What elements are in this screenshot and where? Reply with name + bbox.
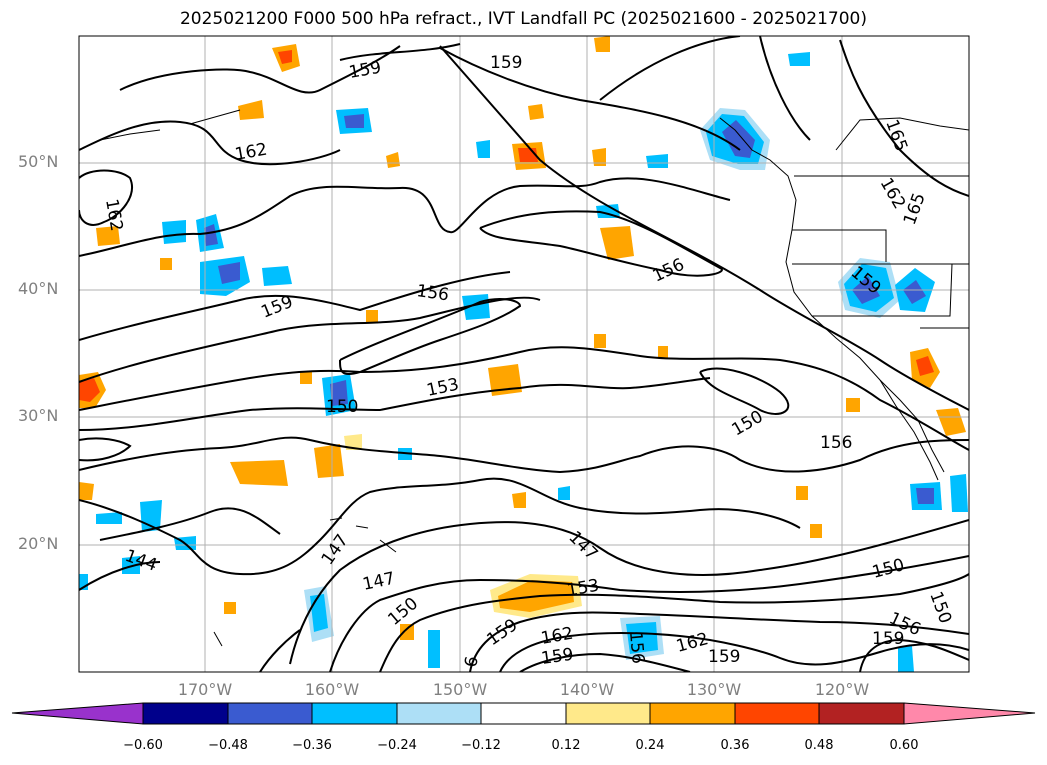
contour-label: 153 [565, 576, 600, 601]
contour-lines [79, 36, 969, 672]
lon-label: 160°W [304, 680, 360, 699]
contour-label: 150 [870, 555, 907, 583]
lat-label: 40°N [18, 279, 59, 298]
blob-baja [910, 348, 966, 436]
lon-label: 120°W [814, 680, 870, 699]
contour-label: 156 [415, 281, 450, 305]
colorbar-tick-label: 0.60 [889, 738, 919, 753]
contour-label: 150 [925, 589, 955, 626]
colorbar-bin [734, 702, 820, 725]
colorbar-tick-label: −0.60 [123, 738, 163, 753]
contour-label: 159 [483, 615, 521, 650]
map-title: 2025021200 F000 500 hPa refract., IVT La… [179, 9, 867, 29]
contour-label: 153 [425, 375, 461, 401]
coastlines [99, 109, 969, 647]
contour-label: 162 [233, 140, 268, 165]
contour-label: 156 [650, 255, 688, 287]
lat-label: 20°N [18, 534, 59, 553]
contour-label: 147 [361, 569, 397, 595]
colorbar [11, 702, 1036, 725]
lon-label: 170°W [177, 680, 233, 699]
lon-label: 140°W [559, 680, 615, 699]
contour-label: 159 [708, 647, 740, 667]
blob-west-edge [79, 372, 106, 500]
map-plot-area: 159 159 162 162 165 162 165 159 156 156 … [79, 36, 969, 672]
lon-label: 150°W [432, 680, 488, 699]
lon-label: 130°W [686, 680, 742, 699]
colorbar-bin [142, 702, 229, 725]
contour-label: 162 [674, 629, 711, 657]
colorbar-bin [818, 702, 905, 725]
contour-label: 6 [461, 655, 483, 669]
colorbar-bin [227, 702, 313, 725]
blob-northwest [238, 44, 372, 134]
colorbar-tick-label: −0.48 [208, 738, 248, 753]
colorbar-bin [396, 702, 482, 725]
contour-label: 156 [820, 433, 852, 453]
contour-label: 150 [384, 594, 422, 630]
contour-label: 159 [347, 58, 382, 83]
contour-label: 159 [872, 629, 904, 649]
blob-ca-coast [838, 258, 935, 318]
contour-label: 150 [729, 407, 767, 441]
contour-label: 159 [490, 53, 522, 73]
colorbar-tick-label: −0.36 [292, 738, 332, 753]
colorbar-tick-label: 0.48 [804, 738, 834, 753]
blob-specks [79, 36, 860, 668]
colorbar-bin [565, 702, 651, 725]
lat-label: 30°N [18, 406, 59, 425]
plot-frame [78, 35, 970, 673]
contour-label: 159 [540, 645, 575, 669]
shaded-field [79, 36, 968, 672]
colorbar-tick-label: −0.12 [461, 738, 501, 753]
graticule [79, 36, 969, 672]
blob-bc-coast [700, 108, 770, 170]
colorbar-bin [649, 702, 736, 725]
colorbar-tick-label: −0.24 [377, 738, 417, 753]
colorbar-tick-label: 0.24 [635, 738, 665, 753]
lat-label: 50°N [18, 152, 59, 171]
colorbar-tick-label: 0.12 [551, 738, 581, 753]
contour-label: 156 [625, 631, 648, 665]
colorbar-extend-right [903, 702, 1036, 725]
colorbar-extend-left [11, 702, 144, 725]
colorbar-tick-label: 0.36 [720, 738, 750, 753]
blob-central [230, 142, 634, 486]
colorbar-bin [480, 702, 567, 725]
contour-label: 150 [326, 397, 358, 417]
contour-label: 165 [881, 117, 911, 154]
colorbar-bin [311, 702, 398, 725]
